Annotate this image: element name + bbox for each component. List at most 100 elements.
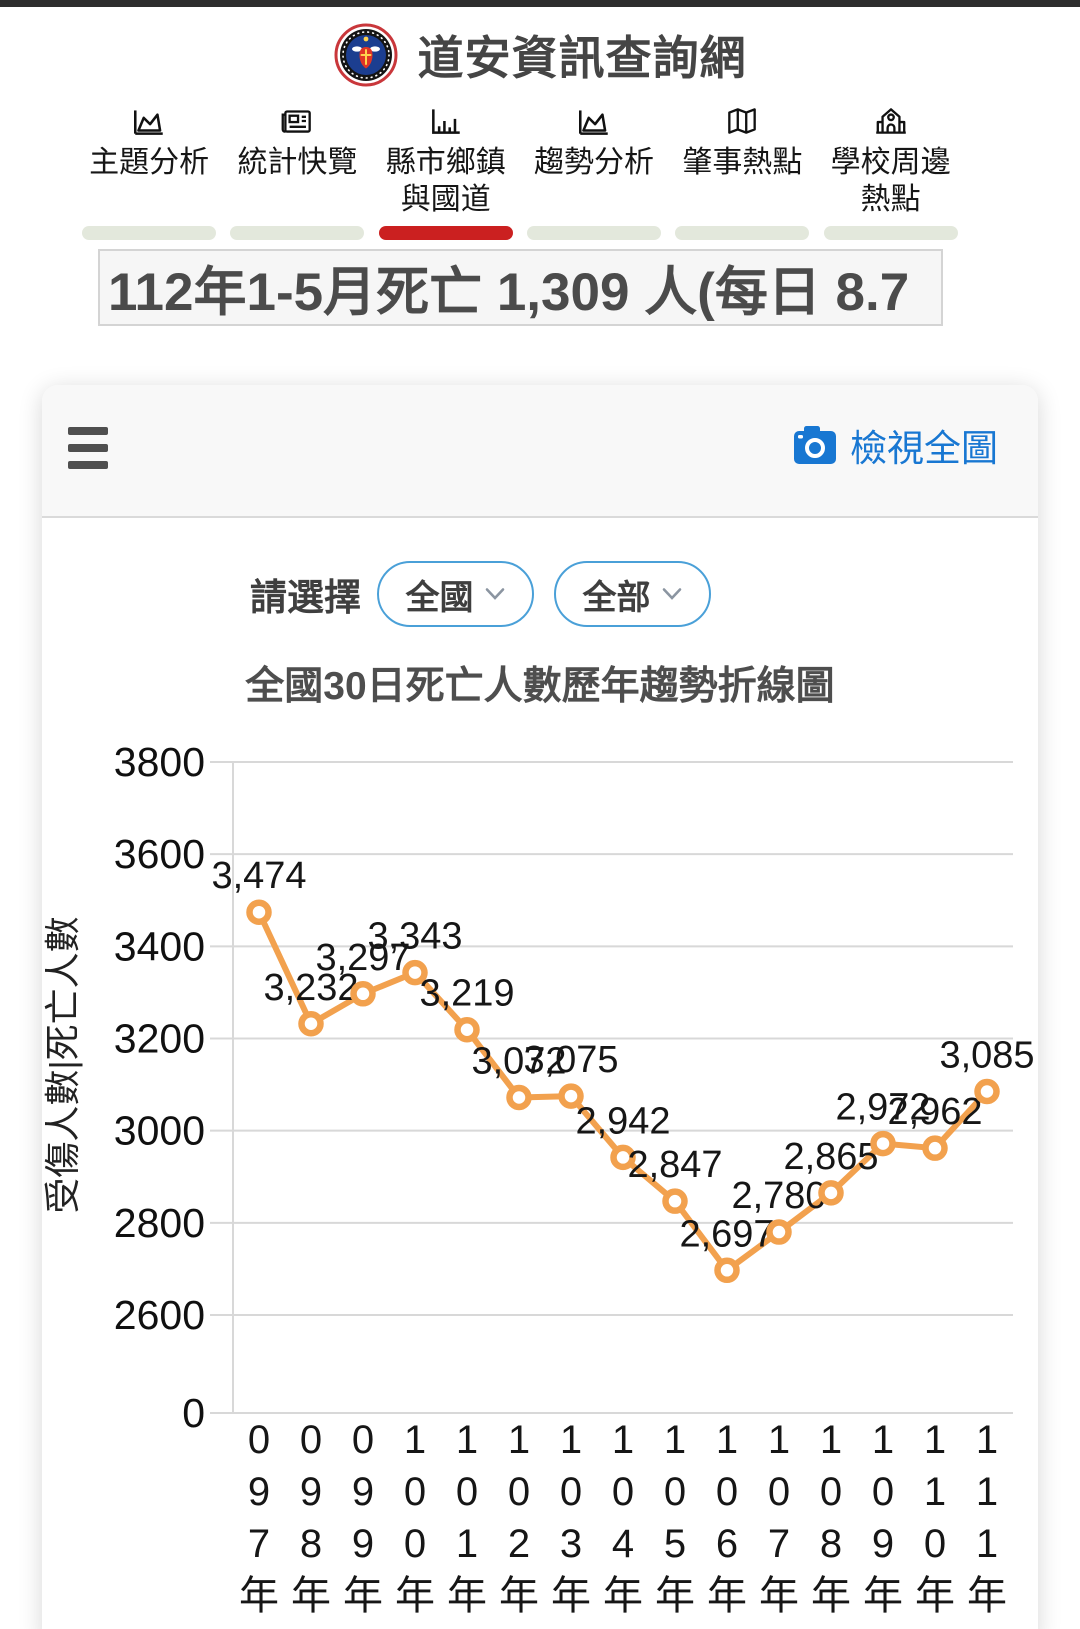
svg-text:6: 6 [716,1522,738,1566]
svg-text:9: 9 [352,1470,374,1514]
nav-item-school-area-hotspots[interactable]: 學校周邊熱點 [816,98,964,240]
svg-text:2: 2 [508,1522,530,1566]
announcement-marquee: 112年1-5月死亡 1,309 人(每日 8.7 [98,249,943,326]
svg-text:2,780: 2,780 [731,1175,826,1217]
svg-text:年: 年 [603,1574,643,1618]
svg-text:3,297: 3,297 [315,937,410,979]
nav-item-county-township-highway[interactable]: 縣市鄉鎮與國道 [372,98,520,240]
nav-underline [82,226,217,240]
svg-text:3000: 3000 [114,1108,205,1154]
svg-text:年: 年 [863,1574,903,1618]
svg-text:8: 8 [820,1522,842,1566]
svg-text:0: 0 [404,1522,426,1566]
svg-text:9: 9 [300,1470,322,1514]
svg-text:年: 年 [759,1574,799,1618]
site-logo [334,23,397,87]
svg-text:1: 1 [508,1418,530,1462]
svg-text:年: 年 [447,1574,487,1618]
svg-text:9: 9 [248,1470,270,1514]
svg-text:0: 0 [924,1522,946,1566]
svg-text:2,697: 2,697 [679,1213,774,1255]
filter-row: 請選擇 全國 全部 [250,561,711,627]
category-dropdown[interactable]: 全部 [554,561,711,627]
map-icon [723,98,761,140]
svg-text:年: 年 [551,1574,591,1618]
svg-text:1: 1 [560,1418,582,1462]
svg-text:9: 9 [872,1522,894,1566]
svg-text:3200: 3200 [114,1016,205,1062]
svg-text:3600: 3600 [114,831,205,877]
svg-text:3,343: 3,343 [367,916,462,958]
svg-text:1: 1 [716,1418,738,1462]
category-dropdown-value: 全部 [582,578,651,617]
svg-text:3: 3 [560,1522,582,1566]
svg-text:5: 5 [664,1522,686,1566]
svg-text:0: 0 [404,1470,426,1514]
region-dropdown-value: 全國 [405,578,474,617]
svg-text:2600: 2600 [114,1292,205,1338]
nav-item-stats-overview[interactable]: 統計快覽 [223,98,371,240]
nav-label: 縣市鄉鎮與國道 [385,146,506,216]
svg-text:1: 1 [612,1418,634,1462]
svg-text:0: 0 [456,1470,478,1514]
svg-text:0: 0 [248,1418,270,1462]
region-dropdown[interactable]: 全國 [377,561,534,627]
svg-text:2800: 2800 [114,1200,205,1246]
svg-text:7: 7 [248,1522,270,1566]
svg-text:0: 0 [820,1470,842,1514]
hamburger-menu-icon[interactable] [68,427,108,469]
svg-text:3,474: 3,474 [211,855,306,897]
announcement-text: 112年1-5月死亡 1,309 人(每日 8.7 [108,262,910,322]
svg-text:0: 0 [716,1470,738,1514]
nav-item-accident-hotspots[interactable]: 肇事熱點 [668,98,816,240]
area-chart-icon [575,98,613,140]
svg-text:2,847: 2,847 [627,1144,722,1186]
svg-text:0: 0 [560,1470,582,1514]
svg-text:0: 0 [352,1418,374,1462]
filter-prompt-label: 請選擇 [250,577,361,618]
nav-item-theme-analysis[interactable]: 主題分析 [75,98,223,240]
svg-text:7: 7 [768,1522,790,1566]
svg-text:0: 0 [612,1470,634,1514]
svg-text:年: 年 [707,1574,747,1618]
svg-text:年: 年 [655,1574,695,1618]
svg-text:9: 9 [352,1522,374,1566]
svg-text:8: 8 [300,1522,322,1566]
svg-text:2,942: 2,942 [575,1100,670,1142]
nav-label: 統計快覽 [237,146,358,179]
svg-text:1: 1 [976,1418,998,1462]
svg-text:1: 1 [872,1418,894,1462]
svg-text:3,072: 3,072 [471,1040,566,1082]
site-title: 道安資訊查詢網 [417,32,747,84]
nav-item-trend-analysis[interactable]: 趨勢分析 [520,98,668,240]
chart-card: 檢視全圖 請選擇 全國 全部 全國30日死亡人數歷年趨勢折線圖 [42,385,1038,1629]
chevron-down-icon [485,588,504,600]
svg-text:0: 0 [508,1470,530,1514]
nav-label: 學校周邊熱點 [830,146,951,216]
nav-label: 肇事熱點 [682,146,803,179]
svg-text:年: 年 [967,1574,1007,1618]
newspaper-icon [278,98,316,140]
main-nav: 主題分析 統計快覽 縣市鄉鎮與國道 [75,98,965,240]
view-full-image-button[interactable]: 檢視全圖 [792,418,998,472]
svg-text:0: 0 [300,1418,322,1462]
svg-text:年: 年 [343,1574,383,1618]
chart-title: 全國30日死亡人數歷年趨勢折線圖 [245,665,835,708]
school-icon [872,98,910,140]
bar-chart-icon [427,98,465,140]
svg-text:1: 1 [404,1418,426,1462]
svg-text:1: 1 [820,1418,842,1462]
svg-text:1: 1 [768,1418,790,1462]
top-accent-bar [0,0,1080,7]
svg-text:年: 年 [915,1574,955,1618]
svg-text:2,962: 2,962 [887,1091,982,1133]
camera-icon [794,426,836,464]
nav-underline [527,226,662,240]
svg-text:4: 4 [612,1522,634,1566]
svg-text:0: 0 [664,1470,686,1514]
svg-text:0: 0 [872,1470,894,1514]
svg-text:年: 年 [239,1574,279,1618]
nav-label: 趨勢分析 [534,146,655,179]
svg-text:3,085: 3,085 [939,1034,1034,1076]
nav-label: 主題分析 [89,146,210,179]
